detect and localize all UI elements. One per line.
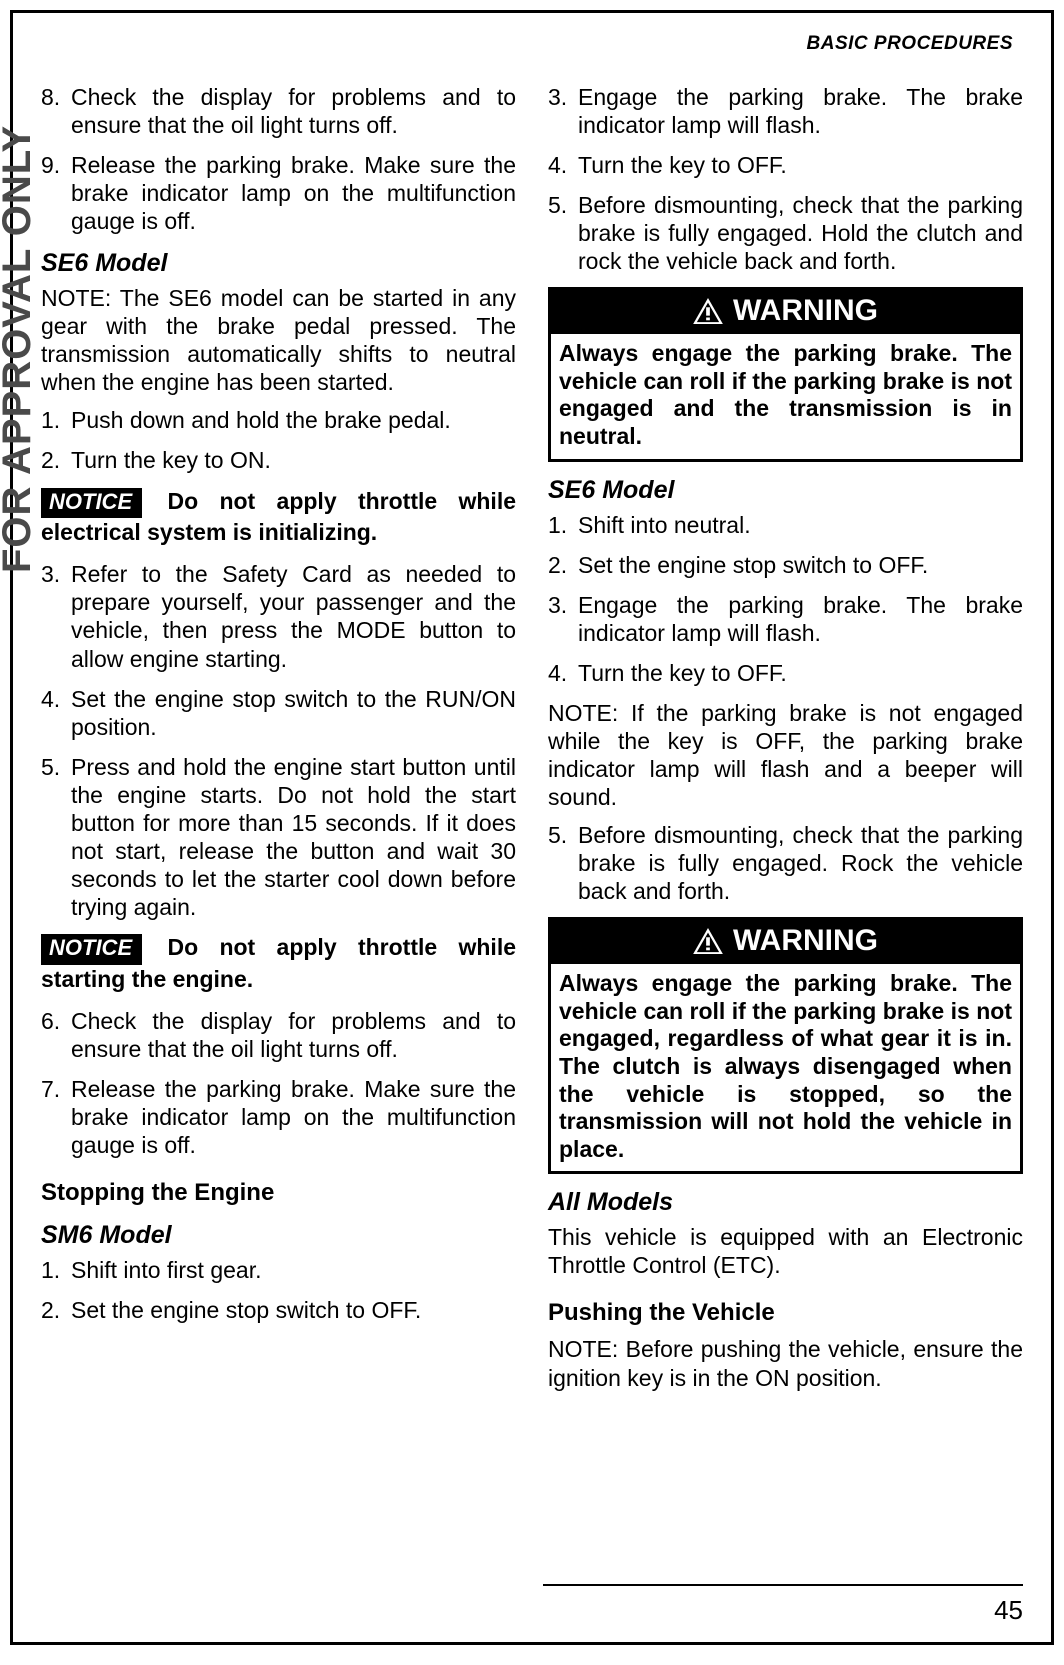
- list-item: Before dismounting, check that the parki…: [548, 191, 1023, 275]
- note-label: NOTE:: [41, 285, 111, 311]
- note-text: The SE6 model can be started in any gear…: [41, 285, 516, 395]
- list-se6-stop: Shift into neutral. Set the engine stop …: [548, 511, 1023, 687]
- paragraph: This vehicle is equipped with an Electro…: [548, 1223, 1023, 1279]
- warning-body: Always engage the parking brake. The veh…: [551, 964, 1020, 1171]
- list-item: Release the parking brake. Make sure the…: [41, 151, 516, 235]
- list-item: Turn the key to OFF.: [548, 151, 1023, 179]
- list-continuation-8: Check the display for problems and to en…: [41, 83, 516, 235]
- list-se6-continue-6: Check the display for problems and to en…: [41, 1007, 516, 1159]
- page-number: 45: [994, 1595, 1023, 1626]
- warning-header: WARNING: [551, 920, 1020, 964]
- heading-pushing-vehicle: Pushing the Vehicle: [548, 1299, 1023, 1327]
- list-item: Before dismounting, check that the parki…: [548, 821, 1023, 905]
- warning-label: WARNING: [733, 294, 878, 328]
- page-frame: FOR APPROVAL ONLY BASIC PROCEDURES Check…: [10, 10, 1054, 1645]
- list-item: Engage the parking brake. The brake indi…: [548, 83, 1023, 139]
- list-item: Check the display for problems and to en…: [41, 1007, 516, 1063]
- left-column: Check the display for problems and to en…: [41, 83, 516, 1402]
- footer-rule: [543, 1584, 1023, 1586]
- warning-box: WARNING Always engage the parking brake.…: [548, 287, 1023, 461]
- two-column-layout: Check the display for problems and to en…: [41, 83, 1023, 1402]
- heading-stopping-engine: Stopping the Engine: [41, 1179, 516, 1207]
- list-item: Refer to the Safety Card as needed to pr…: [41, 560, 516, 672]
- warning-label: WARNING: [733, 924, 878, 958]
- list-sm6-stop: Shift into first gear. Set the engine st…: [41, 1256, 516, 1324]
- note-paragraph: NOTE: If the parking brake is not engage…: [548, 699, 1023, 811]
- warning-header: WARNING: [551, 290, 1020, 334]
- warning-triangle-icon: [693, 298, 723, 324]
- notice-paragraph: NOTICE Do not apply throttle while start…: [41, 933, 516, 993]
- note-text: Before pushing the vehicle, ensure the i…: [548, 1336, 1023, 1390]
- list-se6-start: Push down and hold the brake pedal. Turn…: [41, 406, 516, 474]
- section-header: BASIC PROCEDURES: [41, 33, 1023, 55]
- warning-triangle-icon: [693, 928, 723, 954]
- list-item: Push down and hold the brake pedal.: [41, 406, 516, 434]
- list-item: Engage the parking brake. The brake indi…: [548, 591, 1023, 647]
- notice-badge: NOTICE: [41, 488, 142, 519]
- warning-body: Always engage the parking brake. The veh…: [551, 334, 1020, 458]
- note-label: NOTE:: [548, 700, 618, 726]
- note-paragraph: NOTE: Before pushing the vehicle, ensure…: [548, 1335, 1023, 1391]
- model-heading-sm6: SM6 Model: [41, 1221, 516, 1250]
- notice-badge: NOTICE: [41, 934, 142, 965]
- heading-all-models: All Models: [548, 1188, 1023, 1217]
- list-item: Turn the key to ON.: [41, 446, 516, 474]
- list-item: Shift into neutral.: [548, 511, 1023, 539]
- list-sm6-continue-3: Engage the parking brake. The brake indi…: [548, 83, 1023, 275]
- notice-paragraph: NOTICE Do not apply throttle while elect…: [41, 487, 516, 547]
- warning-box: WARNING Always engage the parking brake.…: [548, 917, 1023, 1174]
- list-item: Check the display for problems and to en…: [41, 83, 516, 139]
- list-se6-stop-continue-5: Before dismounting, check that the parki…: [548, 821, 1023, 905]
- model-heading-se6: SE6 Model: [41, 249, 516, 278]
- list-item: Set the engine stop switch to the RUN/ON…: [41, 685, 516, 741]
- list-se6-continue-3: Refer to the Safety Card as needed to pr…: [41, 560, 516, 921]
- note-text: If the parking brake is not engaged whil…: [548, 700, 1023, 810]
- list-item: Set the engine stop switch to OFF.: [548, 551, 1023, 579]
- list-item: Turn the key to OFF.: [548, 659, 1023, 687]
- note-label: NOTE:: [548, 1336, 618, 1362]
- right-column: Engage the parking brake. The brake indi…: [548, 83, 1023, 1402]
- list-item: Press and hold the engine start button u…: [41, 753, 516, 921]
- list-item: Release the parking brake. Make sure the…: [41, 1075, 516, 1159]
- model-heading-se6: SE6 Model: [548, 476, 1023, 505]
- list-item: Shift into first gear.: [41, 1256, 516, 1284]
- note-paragraph: NOTE: The SE6 model can be started in an…: [41, 284, 516, 396]
- approval-watermark: FOR APPROVAL ONLY: [0, 125, 40, 573]
- list-item: Set the engine stop switch to OFF.: [41, 1296, 516, 1324]
